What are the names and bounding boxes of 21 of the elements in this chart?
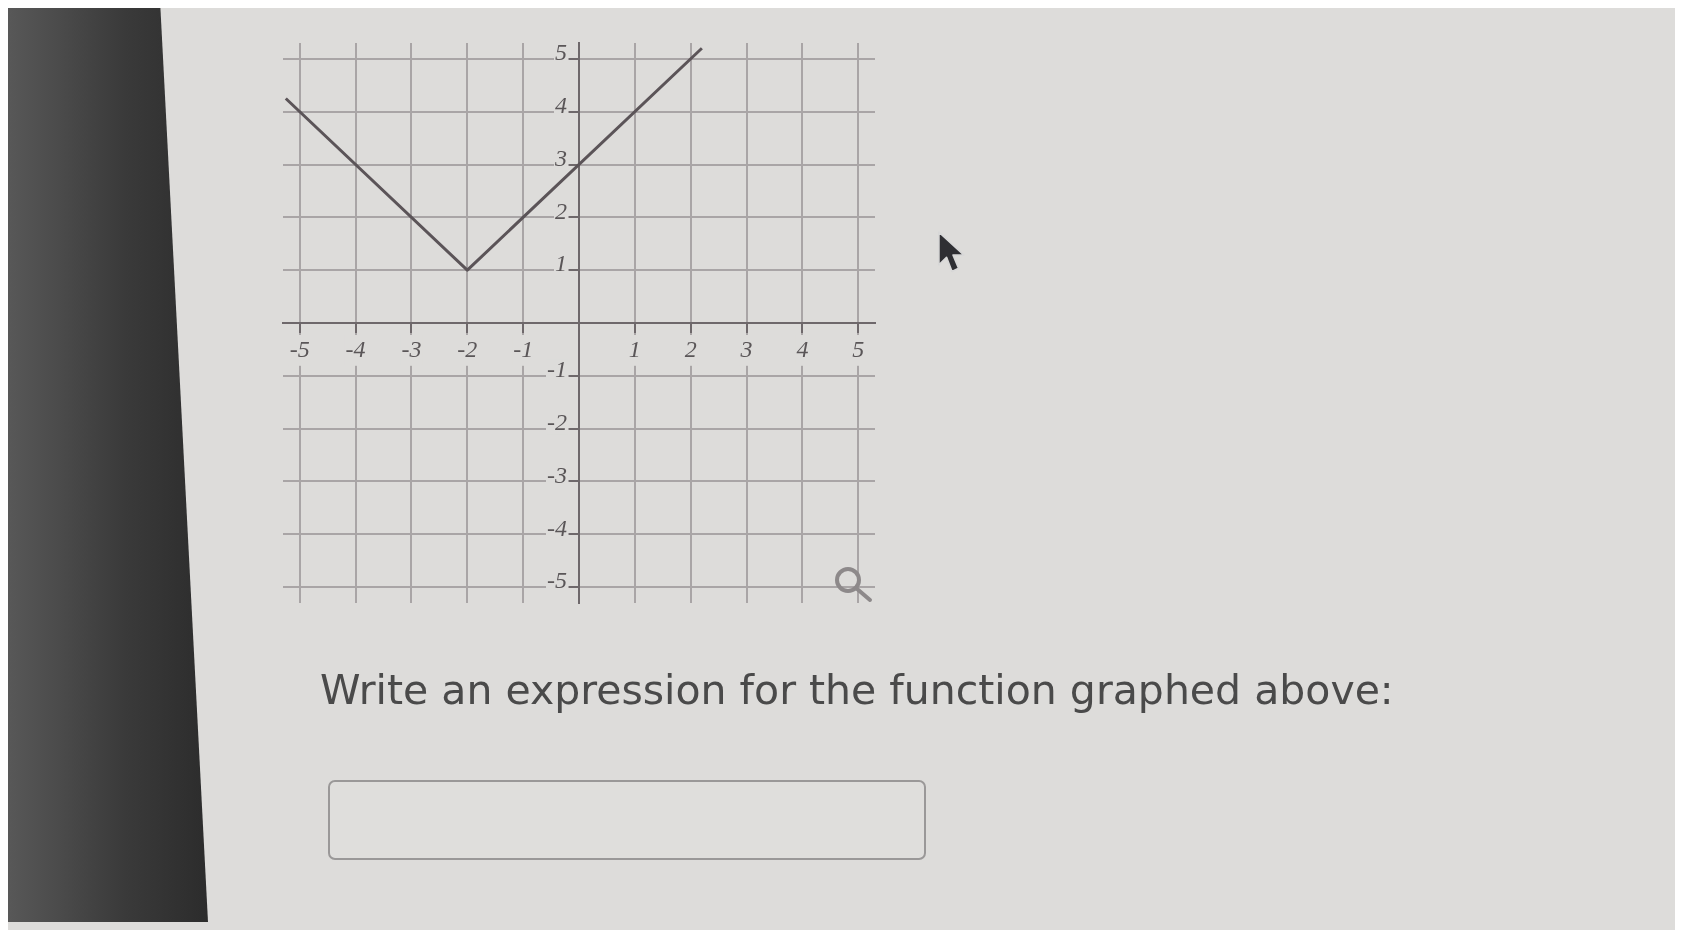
y-tick-label: 2 xyxy=(555,197,567,224)
y-tick-label: -1 xyxy=(547,356,567,383)
x-tick-label: -1 xyxy=(513,335,534,362)
x-tick-label: -4 xyxy=(345,335,366,362)
x-tick-label: 4 xyxy=(796,335,809,362)
x-tick-label: 3 xyxy=(739,335,753,362)
y-tick-label: -4 xyxy=(547,514,567,541)
x-tick-label: 5 xyxy=(852,335,865,362)
x-tick-label: -3 xyxy=(401,335,422,362)
y-tick-label: 3 xyxy=(554,144,567,171)
y-tick-label: -3 xyxy=(547,461,567,488)
x-tick-label: 2 xyxy=(684,335,697,362)
x-tick-label: -2 xyxy=(457,335,478,362)
y-tick-label: 1 xyxy=(555,250,567,277)
y-tick-label: 4 xyxy=(555,91,567,118)
y-tick-label: -5 xyxy=(547,567,567,594)
x-tick-label: 1 xyxy=(628,335,641,362)
x-tick-label: -5 xyxy=(289,335,310,362)
text: Write an expression for the function graphed above: xyxy=(320,666,1394,714)
y-tick-label: -2 xyxy=(547,408,567,435)
y-tick-label: 5 xyxy=(555,39,567,66)
